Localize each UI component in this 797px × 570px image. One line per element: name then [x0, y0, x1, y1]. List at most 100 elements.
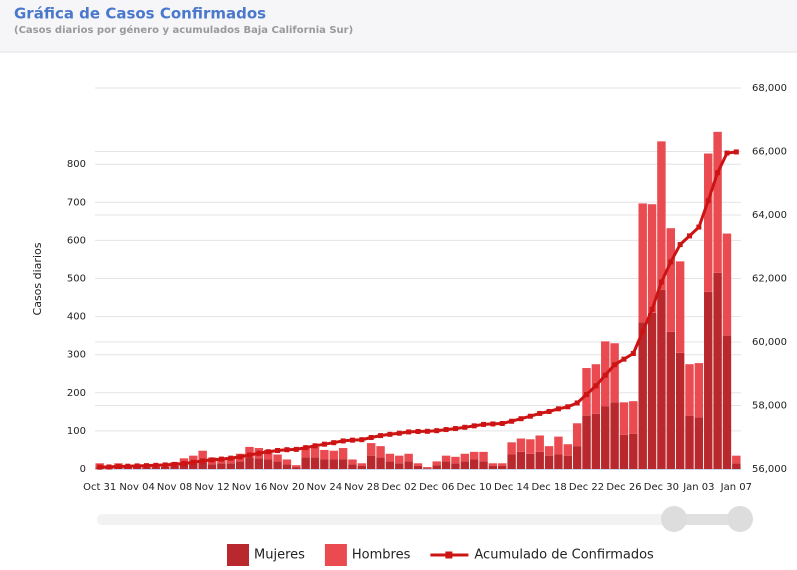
line-marker — [593, 383, 599, 389]
line-marker — [687, 233, 693, 239]
line-marker — [162, 462, 168, 468]
bar — [460, 453, 470, 462]
line-marker — [490, 421, 496, 427]
line-marker — [406, 429, 412, 435]
scroll-handle[interactable] — [727, 506, 753, 532]
bar — [451, 456, 460, 464]
bar — [563, 455, 573, 469]
bar — [198, 461, 207, 469]
bar — [348, 464, 357, 469]
bar — [395, 455, 404, 464]
bar — [142, 467, 151, 469]
bar — [170, 465, 179, 469]
line-marker — [293, 446, 299, 452]
bar — [507, 454, 516, 469]
bar — [357, 463, 367, 466]
bar — [647, 312, 657, 469]
bar — [629, 433, 638, 469]
bar — [404, 461, 413, 469]
x-tick-label: Dec 22 — [569, 482, 604, 493]
bar — [610, 402, 619, 469]
bar — [357, 465, 367, 469]
bar — [441, 461, 451, 469]
bar — [704, 153, 713, 292]
line-marker — [209, 457, 215, 463]
x-tick-label: Nov 08 — [157, 482, 192, 493]
navigator[interactable] — [97, 506, 753, 532]
line-marker — [218, 456, 224, 462]
bar — [498, 463, 507, 466]
line-marker — [125, 463, 131, 469]
bar — [376, 446, 385, 458]
bar — [292, 467, 301, 469]
bar — [713, 272, 722, 469]
bar — [638, 322, 647, 469]
bar — [413, 465, 423, 469]
line-marker — [452, 426, 458, 432]
bar — [366, 443, 376, 456]
line-marker — [321, 441, 327, 447]
y-tick-label: 800 — [67, 159, 86, 170]
x-tick-label: Dec 02 — [382, 482, 417, 493]
line-marker — [621, 356, 627, 362]
bar — [638, 203, 647, 323]
bar — [526, 439, 535, 454]
x-tick-label: Jan 03 — [682, 482, 714, 493]
line-marker — [359, 437, 365, 443]
bar — [516, 451, 526, 469]
bar — [591, 413, 601, 469]
bar — [320, 459, 329, 469]
chart-title: Gráfica de Casos Confirmados — [14, 5, 266, 23]
line-marker — [200, 458, 206, 464]
line-marker — [509, 418, 515, 424]
bar — [282, 464, 292, 469]
y-tick-label: 0 — [80, 464, 86, 475]
line-marker — [640, 328, 646, 334]
line-marker — [368, 435, 374, 441]
line-marker — [340, 438, 346, 444]
line-marker — [602, 372, 608, 378]
line-marker — [733, 149, 739, 155]
y-tick-label: 400 — [67, 312, 86, 323]
bar — [675, 261, 685, 353]
bar — [423, 468, 432, 469]
bar — [263, 449, 273, 460]
line-marker — [265, 449, 271, 455]
line-marker — [256, 450, 262, 456]
line-marker — [303, 445, 309, 451]
y-tick-label: 100 — [67, 426, 86, 437]
bar — [338, 448, 348, 460]
line-marker — [106, 464, 112, 470]
bar — [161, 466, 170, 469]
y-tick-label: 300 — [67, 350, 86, 361]
bar — [469, 459, 479, 469]
bar — [423, 467, 432, 469]
bar — [310, 446, 320, 458]
bar — [451, 463, 460, 469]
bar — [329, 459, 338, 469]
scroll-handle[interactable] — [661, 506, 687, 532]
bar — [498, 465, 507, 469]
bar — [619, 402, 629, 435]
bar — [217, 463, 226, 469]
legend-label: Hombres — [352, 548, 411, 563]
bar — [404, 453, 413, 462]
scroll-window[interactable] — [674, 514, 740, 525]
bar — [591, 364, 601, 414]
line-marker — [649, 306, 655, 312]
line-marker — [190, 459, 196, 465]
line-marker — [471, 423, 477, 429]
line-marker — [565, 404, 571, 410]
line-marker — [658, 279, 664, 285]
line-marker — [396, 430, 402, 436]
line-marker — [527, 413, 533, 419]
bar — [198, 450, 207, 462]
bar — [713, 131, 722, 273]
bar — [282, 459, 292, 465]
x-tick-label: Nov 24 — [307, 482, 342, 493]
x-tick-label: Nov 20 — [269, 482, 304, 493]
line-marker — [246, 452, 252, 458]
bar — [666, 228, 675, 332]
bar — [292, 465, 301, 468]
